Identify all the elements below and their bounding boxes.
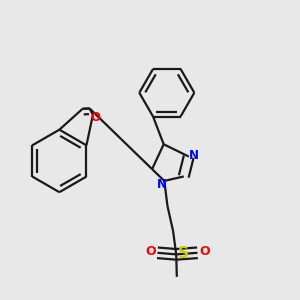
Text: N: N — [189, 149, 200, 162]
Text: O: O — [199, 245, 210, 258]
Text: O: O — [90, 111, 100, 124]
Text: S: S — [178, 246, 189, 261]
Text: N: N — [157, 178, 167, 191]
Text: O: O — [145, 245, 156, 258]
